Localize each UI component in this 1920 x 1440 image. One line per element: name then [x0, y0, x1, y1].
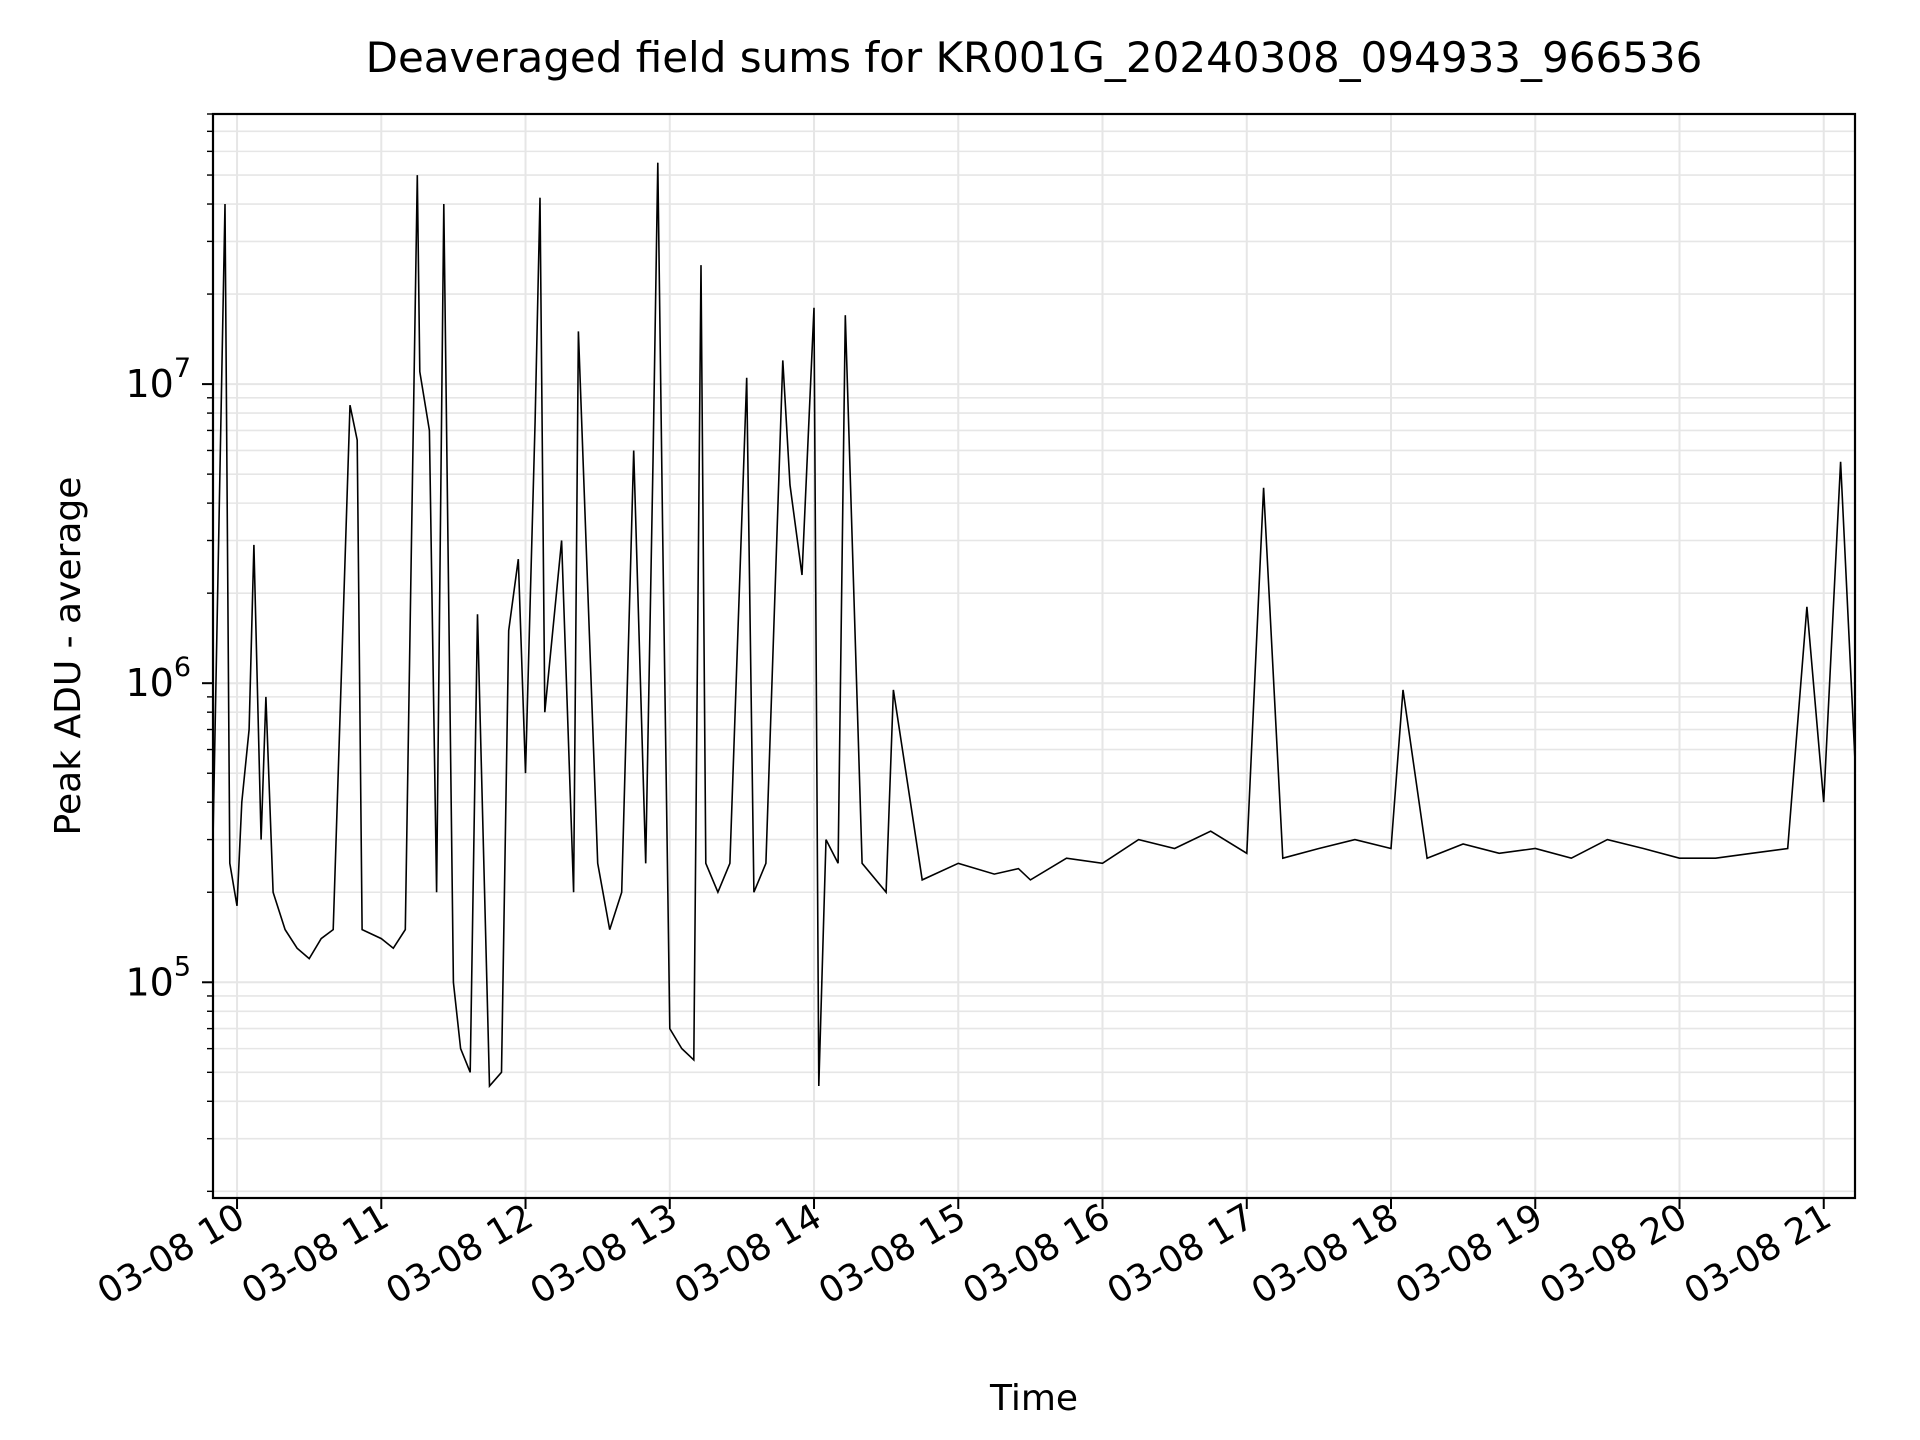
data-series [212, 162, 1856, 1089]
y-tick-label: 106 [125, 652, 191, 705]
plot-frame [211, 112, 1857, 1200]
y-tick-exponent: 7 [174, 353, 191, 384]
y-axis-label: Peak ADU - average [48, 477, 89, 836]
series-line [212, 162, 1856, 1089]
y-tick-base: 10 [125, 362, 173, 406]
y-tick-base: 10 [125, 960, 173, 1004]
y-tick-exponent: 6 [174, 652, 191, 683]
y-tick-label: 105 [125, 951, 191, 1004]
y-tick-label: 107 [125, 353, 191, 406]
y-tick-base: 10 [125, 661, 173, 705]
grid-lines [213, 113, 1855, 1198]
x-axis-label: Time [989, 1378, 1078, 1419]
y-tick-exponent: 5 [174, 951, 191, 982]
chart-title: Deaveraged field sums for KR001G_2024030… [366, 33, 1703, 82]
